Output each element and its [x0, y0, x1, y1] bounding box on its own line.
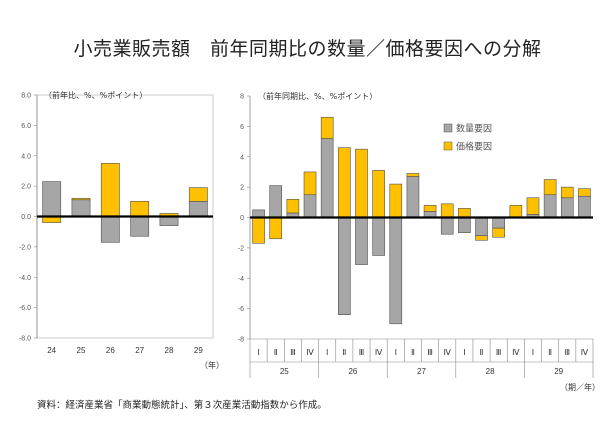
quantity-bar: [372, 217, 385, 256]
x-quarter-label: Ⅳ: [512, 348, 520, 357]
x-quarter-label: Ⅳ: [444, 348, 452, 357]
price-bar: [188, 187, 208, 202]
x-year-label: 28: [486, 367, 495, 376]
quantity-bar: [543, 194, 557, 218]
y-tick-label: -4: [238, 276, 244, 283]
y-tick-label: -6: [238, 306, 244, 313]
quantity-bar: [560, 197, 574, 218]
x-quarter-label: Ⅰ: [463, 348, 465, 357]
x-quarter-label: Ⅳ: [306, 348, 314, 357]
quantity-bar: [355, 217, 368, 265]
price-bar: [269, 217, 283, 240]
x-quarter-label: Ⅱ: [274, 348, 278, 357]
price-bar: [406, 173, 420, 177]
quantity-bar: [338, 217, 351, 315]
y-tick-label: -2: [238, 245, 244, 252]
x-quarter-label: Ⅳ: [581, 348, 589, 357]
legend-label-quantity: 数量要因: [456, 123, 492, 135]
price-bar: [560, 186, 574, 199]
quantity-bar: [269, 185, 283, 218]
page-title: 小売業販売額 前年同期比の数量／価格要因への分解: [73, 38, 542, 60]
y-tick-label: 2.0: [21, 184, 31, 191]
x-quarter-label: Ⅰ: [532, 348, 534, 357]
price-bar: [492, 227, 505, 238]
y-tick-label: 2: [240, 185, 244, 192]
x-category-label: 24: [47, 346, 56, 355]
x-quarter-label: Ⅱ: [342, 348, 346, 357]
legend-swatch-quantity: [443, 123, 453, 133]
x-quarter-label: Ⅱ: [480, 348, 484, 357]
price-bar: [252, 217, 265, 244]
x-category-label: 28: [165, 346, 174, 355]
x-quarter-label: Ⅳ: [375, 348, 383, 357]
quantity-bar: [252, 209, 265, 218]
x-quarter-label: Ⅱ: [411, 348, 415, 357]
price-bar: [475, 235, 488, 241]
quantity-bar: [389, 217, 403, 325]
price-bar: [389, 183, 403, 218]
y-tick-label: 0: [240, 215, 244, 222]
x-year-label: 27: [417, 367, 426, 376]
price-bar: [458, 208, 471, 218]
x-quarter-label: Ⅲ: [359, 348, 365, 357]
price-bar: [509, 205, 523, 218]
x-category-label: 26: [106, 346, 115, 355]
x-unit-label: （年）: [200, 360, 224, 370]
price-bar: [286, 198, 300, 214]
x-category-label: 27: [135, 346, 144, 355]
x-quarter-label: Ⅰ: [257, 348, 259, 357]
y-tick-label: 0.0: [21, 214, 31, 221]
quantity-bar: [458, 217, 471, 233]
unit-label: （前年同期比、%、%ポイント）: [258, 91, 377, 101]
x-category-label: 25: [77, 346, 86, 355]
y-tick-label: -2.0: [19, 244, 31, 251]
price-bar: [543, 179, 557, 196]
y-tick-label: 4.0: [21, 153, 31, 160]
source-note: 資料：経済産業省「商業動態統計」、第３次産業活動指数から作成。: [37, 400, 327, 411]
quantity-bar: [303, 194, 317, 218]
quantity-bar: [578, 195, 591, 218]
y-tick-label: 4: [240, 154, 244, 161]
quantity-bar: [320, 138, 334, 218]
y-tick-label: 8: [240, 94, 244, 101]
y-tick-label: 6.0: [21, 123, 31, 130]
x-category-label: 29: [194, 346, 203, 355]
x-quarter-label: Ⅰ: [395, 348, 397, 357]
x-year-label: 25: [280, 367, 289, 376]
x-quarter-label: Ⅰ: [326, 348, 328, 357]
x-quarter-label: Ⅲ: [290, 348, 296, 357]
y-tick-label: -4.0: [19, 275, 31, 282]
quantity-bar: [475, 217, 488, 237]
price-bar: [338, 147, 351, 218]
y-tick-label: -8: [238, 337, 244, 344]
quantity-bar: [440, 217, 454, 235]
x-year-label: 29: [554, 367, 563, 376]
price-bar: [372, 170, 385, 218]
quantity-bar: [406, 176, 420, 218]
x-unit-label: （期／年）: [560, 382, 600, 392]
legend-swatch-price: [443, 141, 453, 151]
x-quarter-label: Ⅱ: [548, 348, 552, 357]
unit-label: （前年比、%、%ポイント）: [44, 90, 147, 100]
y-tick-label: -8.0: [19, 336, 31, 343]
price-bar: [440, 203, 454, 218]
quantity-bar: [492, 217, 505, 229]
x-quarter-label: Ⅲ: [565, 348, 571, 357]
legend-label-price: 価格要因: [456, 141, 492, 153]
price-bar: [578, 188, 591, 197]
price-bar: [303, 171, 317, 196]
x-year-label: 26: [348, 367, 357, 376]
price-bar: [71, 197, 91, 201]
price-bar: [355, 148, 368, 218]
price-bar: [423, 205, 437, 212]
x-quarter-label: Ⅲ: [427, 348, 433, 357]
y-tick-label: 8.0: [21, 93, 31, 100]
price-bar: [526, 197, 540, 215]
price-bar: [320, 116, 334, 139]
y-tick-label: 6: [240, 124, 244, 131]
x-quarter-label: Ⅲ: [496, 348, 502, 357]
y-tick-label: -6.0: [19, 305, 31, 312]
